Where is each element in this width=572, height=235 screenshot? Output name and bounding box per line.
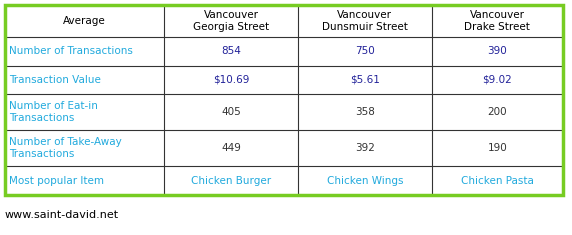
Text: Number of Transactions: Number of Transactions — [9, 46, 133, 56]
Text: Average: Average — [63, 16, 106, 26]
Text: Vancouver
Georgia Street: Vancouver Georgia Street — [193, 10, 269, 32]
Text: 750: 750 — [355, 46, 375, 56]
Text: Most popular Item: Most popular Item — [9, 176, 104, 186]
Text: 190: 190 — [487, 143, 507, 153]
Text: 358: 358 — [355, 107, 375, 117]
Text: Vancouver
Dunsmuir Street: Vancouver Dunsmuir Street — [322, 10, 408, 32]
Text: Chicken Wings: Chicken Wings — [327, 176, 403, 186]
Text: 392: 392 — [355, 143, 375, 153]
Text: Chicken Burger: Chicken Burger — [191, 176, 271, 186]
Text: Vancouver
Drake Street: Vancouver Drake Street — [464, 10, 530, 32]
Text: 405: 405 — [221, 107, 241, 117]
Text: $9.02: $9.02 — [483, 75, 513, 85]
Text: 390: 390 — [487, 46, 507, 56]
Text: Chicken Pasta: Chicken Pasta — [461, 176, 534, 186]
Text: Transaction Value: Transaction Value — [9, 75, 101, 85]
Text: 854: 854 — [221, 46, 241, 56]
Text: www.saint-david.net: www.saint-david.net — [5, 210, 119, 220]
Text: $5.61: $5.61 — [350, 75, 380, 85]
Bar — [5, 5, 563, 195]
Text: Number of Eat-in
Transactions: Number of Eat-in Transactions — [9, 102, 98, 123]
Text: 449: 449 — [221, 143, 241, 153]
Text: Number of Take-Away
Transactions: Number of Take-Away Transactions — [9, 137, 122, 159]
Text: $10.69: $10.69 — [213, 75, 249, 85]
Text: 200: 200 — [487, 107, 507, 117]
